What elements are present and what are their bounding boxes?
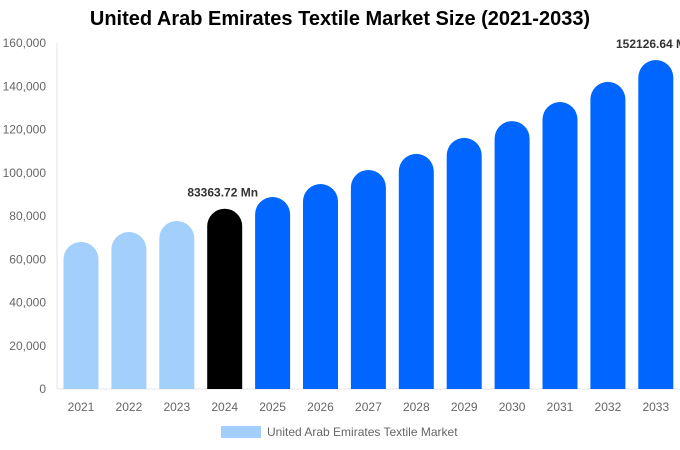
x-tick-label: 2032	[595, 400, 622, 414]
y-tick-label: 60,000	[9, 252, 46, 266]
bar-2025	[255, 196, 291, 389]
bar-2028	[398, 153, 434, 389]
y-tick-label: 160,000	[3, 36, 47, 50]
bar-2031	[542, 102, 578, 389]
y-tick-label: 140,000	[3, 79, 47, 93]
bar-2024	[207, 208, 243, 389]
x-tick-label: 2023	[163, 400, 190, 414]
x-tick-label: 2025	[259, 400, 286, 414]
data-label-2024: 83363.72 Mn	[187, 186, 258, 200]
x-tick-label: 2033	[642, 400, 669, 414]
bar-2023	[159, 220, 195, 389]
bar-2022	[111, 232, 147, 389]
x-tick-label: 2026	[307, 400, 334, 414]
bar-2026	[303, 183, 338, 389]
x-tick-label: 2027	[355, 400, 382, 414]
y-tick-label: 0	[39, 382, 46, 396]
x-tick-label: 2029	[451, 400, 478, 414]
data-label-2033: 152126.64 Mn	[616, 37, 680, 51]
bar-2032	[590, 81, 626, 390]
bar-2027	[350, 169, 386, 389]
x-tick-label: 2030	[499, 400, 526, 414]
legend[interactable]: United Arab Emirates Textile Market	[221, 425, 458, 439]
y-tick-label: 100,000	[3, 166, 47, 180]
bar-2033	[638, 60, 674, 390]
legend-swatch	[221, 426, 261, 438]
x-tick-label: 2028	[403, 400, 430, 414]
x-tick-label: 2022	[116, 400, 143, 414]
x-tick-label: 2031	[547, 400, 574, 414]
x-tick-label: 2021	[68, 400, 95, 414]
y-tick-label: 80,000	[9, 209, 46, 223]
y-tick-label: 120,000	[3, 123, 47, 137]
legend-label: United Arab Emirates Textile Market	[267, 425, 458, 439]
bar-2029	[446, 137, 482, 389]
x-tick-label: 2024	[211, 400, 238, 414]
y-tick-label: 20,000	[9, 339, 46, 353]
y-tick-label: 40,000	[9, 296, 46, 310]
bar-2021	[63, 241, 99, 389]
bar-2030	[494, 121, 530, 389]
chart-title: United Arab Emirates Textile Market Size…	[89, 8, 591, 30]
